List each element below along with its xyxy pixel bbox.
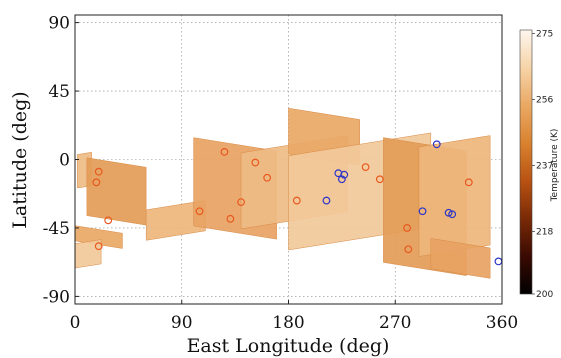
y-tick-label: -45	[43, 219, 70, 239]
y-tick-label: 45	[48, 82, 70, 102]
x-ticks: 0 90 180 270 360	[70, 300, 518, 333]
coverage-strips	[75, 107, 491, 279]
markers	[92, 140, 502, 266]
data-point-marker	[464, 178, 473, 187]
y-tick-label: 90	[48, 14, 70, 34]
data-point-marker	[432, 140, 441, 149]
colorbar-tick-label: 218	[536, 227, 553, 237]
colorbar-tick-label: 256	[536, 95, 553, 105]
y-ticks: 90 45 0 -45 -90	[43, 14, 79, 307]
data-point-marker	[292, 196, 301, 205]
data-point-marker	[104, 216, 113, 225]
x-tick-label: 270	[379, 313, 411, 333]
x-tick-label: 0	[70, 313, 81, 333]
colorbar-ticks: 275 256 237 218 200	[532, 29, 553, 300]
y-tick-label: 0	[59, 151, 70, 171]
data-point-marker	[220, 147, 229, 156]
data-point-marker	[92, 178, 101, 187]
data-point-marker	[444, 208, 453, 217]
colorbar-tick-label: 200	[536, 290, 553, 300]
data-point-marker	[195, 207, 204, 216]
coverage-strip	[418, 135, 491, 257]
data-point-marker	[418, 207, 427, 216]
data-point-marker	[237, 198, 245, 206]
data-point-marker	[226, 214, 235, 223]
y-tick-label: -90	[43, 287, 70, 307]
x-tick-label: 180	[272, 313, 304, 333]
data-point-marker	[375, 175, 384, 184]
data-point-marker	[322, 196, 331, 205]
data-point-marker	[448, 210, 457, 219]
colorbar: 275 256 237 218 200 Temperature (K)	[519, 29, 560, 300]
data-point-marker	[94, 167, 103, 176]
data-point-marker	[361, 163, 370, 172]
data-point-marker	[403, 224, 412, 232]
coverage-strip	[430, 238, 491, 279]
coverage-strip	[75, 239, 102, 269]
x-tick-label: 90	[171, 313, 193, 333]
y-axis-label: Latitude (deg)	[9, 91, 31, 228]
x-tick-label: 360	[486, 313, 518, 333]
data-point-marker	[404, 245, 413, 254]
coverage-strip	[86, 157, 147, 226]
x-axis-label: East Longitude (deg)	[187, 335, 390, 357]
coverage-strip	[145, 200, 206, 241]
data-point-marker	[337, 175, 346, 184]
data-point-marker	[263, 173, 272, 182]
colorbar-tick-label: 237	[536, 161, 553, 171]
colorbar-scale	[519, 29, 533, 295]
colorbar-tick-label: 275	[536, 29, 553, 39]
colorbar-label: Temperature (K)	[550, 129, 560, 203]
data-point-marker	[251, 158, 260, 167]
data-point-marker	[94, 242, 103, 251]
data-point-marker	[340, 170, 349, 179]
